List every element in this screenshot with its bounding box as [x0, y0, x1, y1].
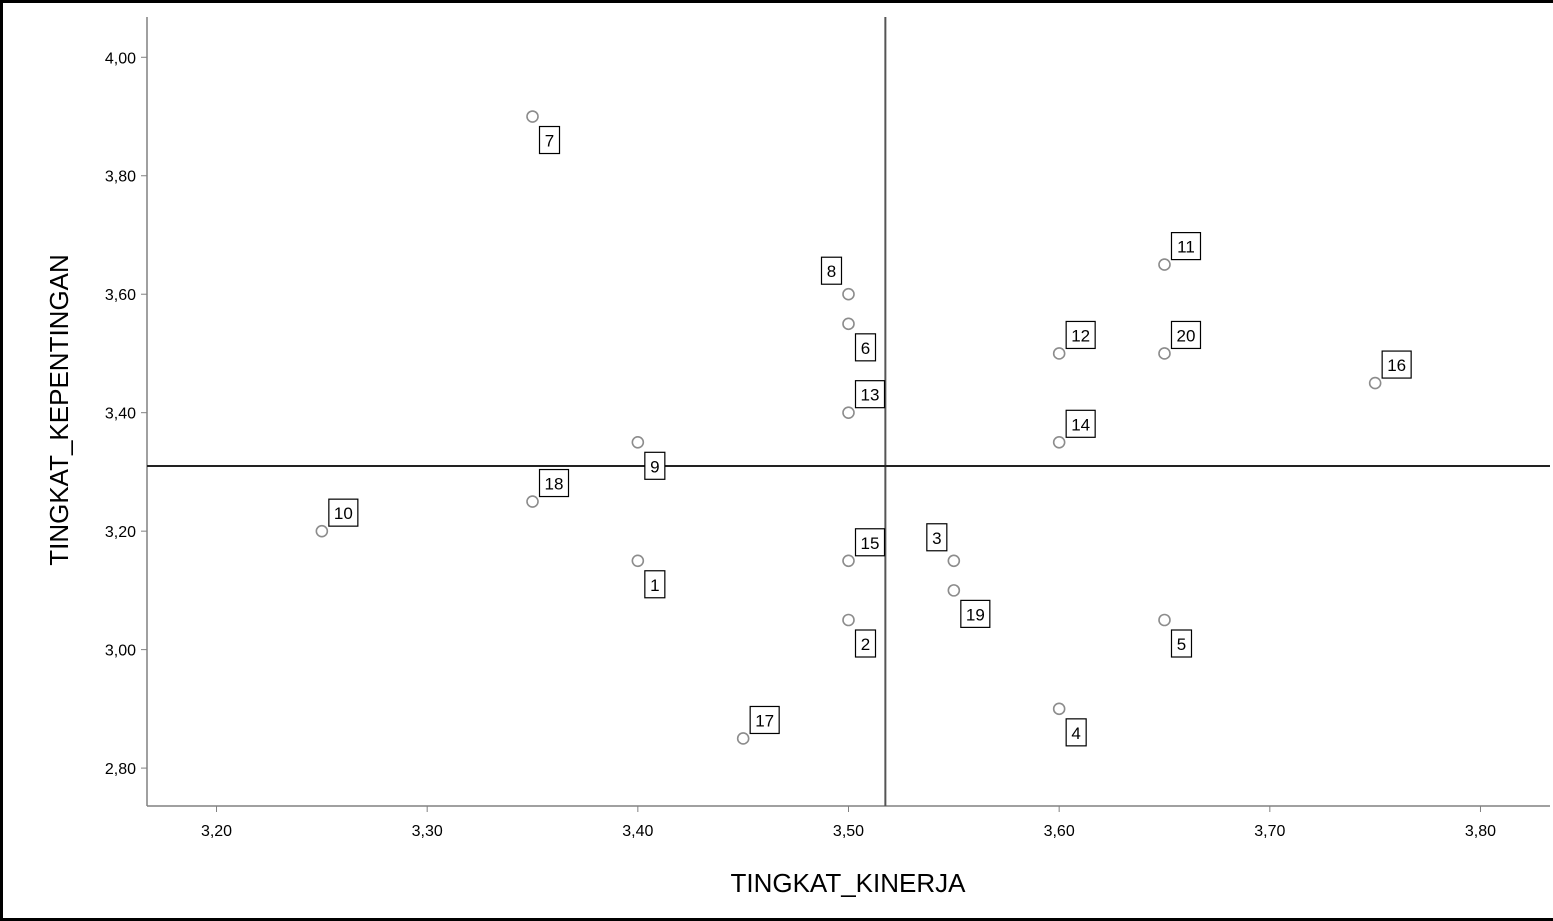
- point-label-box: [1170, 231, 1202, 261]
- data-point-marker: [842, 287, 855, 301]
- data-point-marker: [947, 584, 961, 597]
- data-point-marker: [631, 436, 645, 449]
- point-label-box: [1065, 409, 1096, 438]
- data-point-marker: [842, 317, 855, 331]
- point-label-box: [1065, 320, 1096, 350]
- y-tick-label: 3,00: [105, 643, 136, 660]
- y-tick-label: 3,20: [105, 524, 136, 541]
- data-point-marker: [1158, 347, 1171, 360]
- point-label-box: [1170, 320, 1202, 350]
- point-label-box: [538, 125, 561, 155]
- y-tick-label: 2,80: [105, 761, 136, 778]
- point-label-box: [960, 599, 991, 628]
- y-tick-label: 3,60: [105, 287, 136, 304]
- point-label-box: [854, 528, 886, 557]
- data-point-marker: [526, 495, 539, 508]
- x-axis-title: TINGKAT_KINERJA: [730, 868, 966, 898]
- point-label-box: [854, 629, 877, 658]
- point-label-box: [1381, 350, 1412, 379]
- point-label-box: [644, 451, 666, 480]
- point-label: 8: [827, 262, 836, 281]
- point-label-box: [854, 333, 877, 362]
- y-tick-label: 3,80: [105, 169, 136, 186]
- x-tick-label: 3,80: [1465, 823, 1496, 840]
- data-point-marker: [1052, 347, 1066, 360]
- point-label-box: [1170, 629, 1193, 658]
- data-point-marker: [947, 554, 961, 568]
- point-label: 3: [932, 529, 941, 548]
- point-label: 14: [1071, 415, 1090, 434]
- data-point-marker: [1368, 376, 1382, 390]
- point-label-box: [1065, 718, 1087, 747]
- point-label-box: [328, 498, 359, 527]
- y-tick-label: 4,00: [105, 50, 136, 67]
- data-point-marker: [842, 613, 855, 627]
- x-tick-label: 3,40: [622, 823, 653, 840]
- point-label: 20: [1177, 326, 1196, 345]
- point-label: 15: [861, 534, 880, 553]
- data-point-marker: [842, 406, 855, 419]
- point-label: 13: [861, 386, 880, 405]
- point-label: 9: [650, 457, 659, 476]
- y-axis-title: TINGKAT_KEPENTINGAN: [44, 254, 74, 566]
- y-axis-ticks: 2,80 3,00 3,20 3,40 3,60 3,80 4,00: [105, 50, 147, 778]
- point-label-box: [820, 256, 843, 285]
- x-axis-ticks: 3,20 3,30 3,40 3,50 3,60 3,70 3,80: [201, 806, 1496, 840]
- data-point-marker: [631, 554, 645, 568]
- point-label: 17: [755, 711, 774, 730]
- data-point-marker: [1158, 613, 1171, 627]
- point-label: 19: [966, 605, 985, 624]
- point-label: 1: [650, 576, 659, 595]
- x-tick-label: 3,30: [412, 823, 443, 840]
- data-point-marker: [1052, 702, 1066, 716]
- point-label-box: [854, 380, 886, 409]
- point-label: 10: [334, 504, 353, 523]
- data-point-marker: [736, 732, 750, 745]
- data-point-marker: [842, 554, 855, 568]
- point-label: 6: [861, 339, 870, 358]
- data-point-marker: [1158, 258, 1171, 271]
- y-tick-label: 3,40: [105, 406, 136, 423]
- x-tick-label: 3,20: [201, 823, 232, 840]
- point-label: 7: [545, 132, 554, 151]
- reference-lines: [147, 17, 1550, 806]
- point-label-box: [926, 523, 948, 552]
- point-label: 11: [1177, 238, 1195, 257]
- point-label: 5: [1177, 635, 1186, 654]
- x-tick-label: 3,70: [1254, 823, 1285, 840]
- data-point-marker: [1052, 436, 1066, 449]
- x-tick-label: 3,60: [1044, 823, 1075, 840]
- point-label: 16: [1387, 356, 1406, 375]
- point-label-box: [644, 570, 666, 599]
- point-label: 2: [861, 635, 870, 654]
- x-tick-label: 3,50: [833, 823, 864, 840]
- data-point-marker: [526, 110, 539, 123]
- point-label-box: [749, 705, 780, 735]
- point-label: 4: [1071, 724, 1080, 743]
- point-label: 18: [545, 475, 564, 494]
- data-point-marker: [315, 524, 329, 538]
- point-label-box: [538, 468, 570, 498]
- point-label: 12: [1071, 326, 1090, 345]
